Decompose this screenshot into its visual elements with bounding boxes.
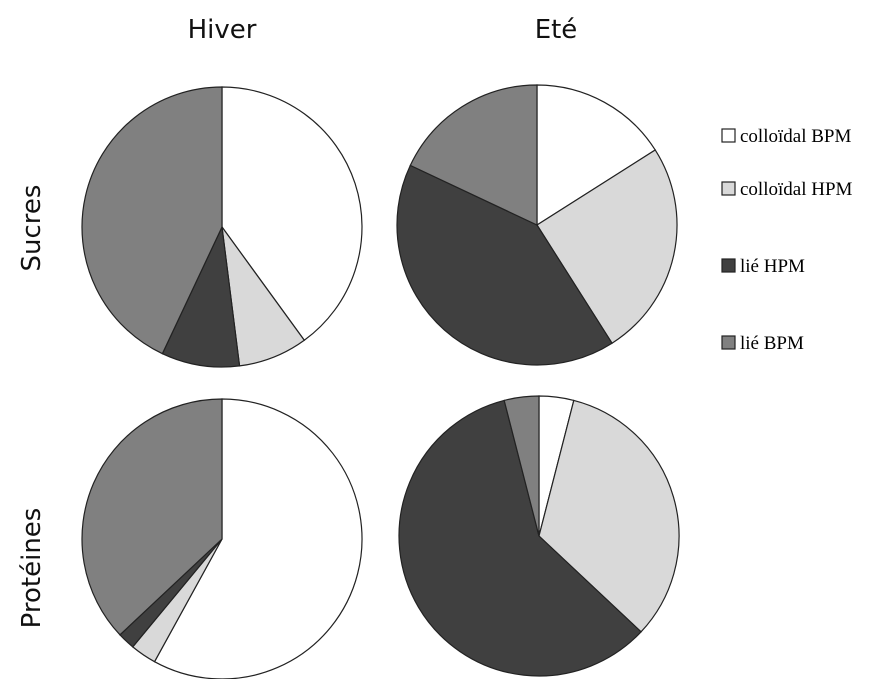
pie-ete-sucres — [396, 84, 678, 366]
legend-swatch-lie-hpm — [721, 258, 736, 273]
column-header-ete: Eté — [535, 15, 578, 45]
slice-sucres-ete-lie-bpm — [409, 84, 538, 226]
pie-ete-proteines — [398, 395, 680, 677]
slice-sucres-hiver-lie-hpm — [161, 224, 241, 368]
legend: colloïdal BPM colloïdal HPM lié HPM lié … — [721, 126, 853, 354]
slice-sucres-ete-lie-hpm — [396, 164, 613, 366]
row-header-sucres: Sucres — [17, 185, 47, 272]
slice-proteines-ete-lie-hpm — [398, 399, 642, 677]
slice-proteines-ete-lie-bpm — [503, 395, 540, 537]
legend-swatch-colloidal-hpm — [721, 181, 736, 196]
slice-proteines-hiver-lie-bpm — [81, 398, 223, 636]
slice-sucres-hiver-colloidal-bpm — [221, 86, 363, 342]
legend-swatch-lie-bpm — [721, 335, 736, 350]
slice-sucres-hiver-lie-bpm — [81, 86, 223, 355]
legend-label-lie-hpm: lié HPM — [740, 256, 805, 277]
legend-label-colloidal-bpm: colloïdal BPM — [740, 126, 851, 147]
slice-proteines-ete-colloidal-hpm — [538, 399, 680, 633]
pie-hiver-proteines — [81, 398, 363, 679]
column-header-hiver: Hiver — [188, 15, 257, 45]
slice-sucres-ete-colloidal-bpm — [536, 84, 657, 227]
pie-hiver-sucres — [81, 86, 363, 368]
legend-label-colloidal-hpm: colloïdal HPM — [740, 179, 853, 200]
slice-sucres-ete-colloidal-hpm — [536, 149, 678, 345]
row-header-proteines: Protéines — [17, 508, 47, 629]
legend-label-lie-bpm: lié BPM — [740, 333, 804, 354]
legend-swatch-colloidal-bpm — [721, 128, 736, 143]
